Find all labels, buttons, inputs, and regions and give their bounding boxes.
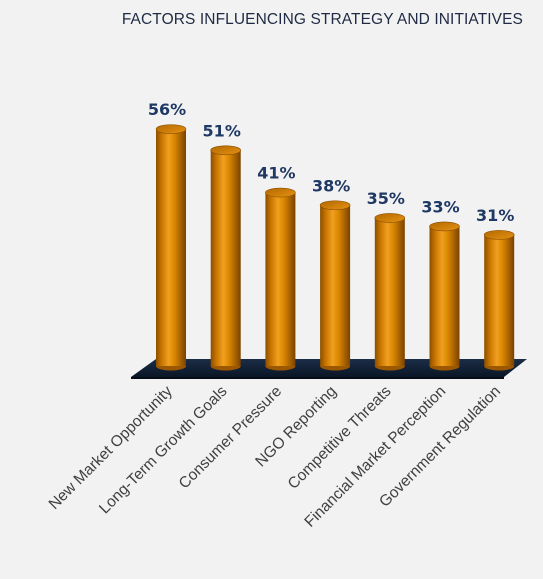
bar-body	[265, 192, 296, 366]
bar-bottom	[429, 366, 460, 371]
data-label: 56%	[148, 100, 186, 119]
data-label: 51%	[203, 121, 241, 140]
data-label: 31%	[476, 206, 514, 225]
bar-cap	[155, 124, 187, 134]
bar	[265, 187, 296, 371]
bar	[483, 230, 515, 371]
chart-floor-edge	[131, 377, 504, 379]
bar-bottom	[484, 366, 515, 371]
data-label: 35%	[367, 189, 405, 208]
bar-cap	[210, 145, 241, 156]
bar-body	[156, 129, 186, 366]
bar-body	[210, 150, 241, 366]
bar	[319, 200, 351, 371]
chart-title: FACTORS INFLUENCING STRATEGY AND INITIAT…	[121, 11, 523, 28]
bar-cap	[319, 200, 351, 211]
bar-cap	[483, 230, 515, 240]
bar-cap	[429, 221, 460, 232]
data-label: 41%	[257, 164, 295, 183]
bar-cap	[265, 187, 296, 198]
data-label: 38%	[312, 176, 350, 195]
bar-body	[484, 234, 515, 366]
bar	[429, 221, 460, 371]
bar-bottom	[156, 366, 186, 371]
bar-bottom	[320, 366, 351, 371]
category-label: Consumer Pressure	[176, 383, 285, 492]
bar	[155, 124, 187, 371]
data-label: 33%	[421, 197, 459, 216]
bar-body	[374, 217, 405, 366]
bar-bottom	[210, 366, 241, 371]
bar-body	[320, 205, 351, 366]
bar	[374, 213, 406, 371]
bar-bottom	[374, 366, 405, 371]
bar	[210, 145, 241, 371]
bar-bottom	[265, 366, 296, 371]
bar-cap	[374, 213, 406, 223]
category-label: Competitive Threats	[285, 383, 395, 493]
bar-body	[429, 226, 460, 366]
